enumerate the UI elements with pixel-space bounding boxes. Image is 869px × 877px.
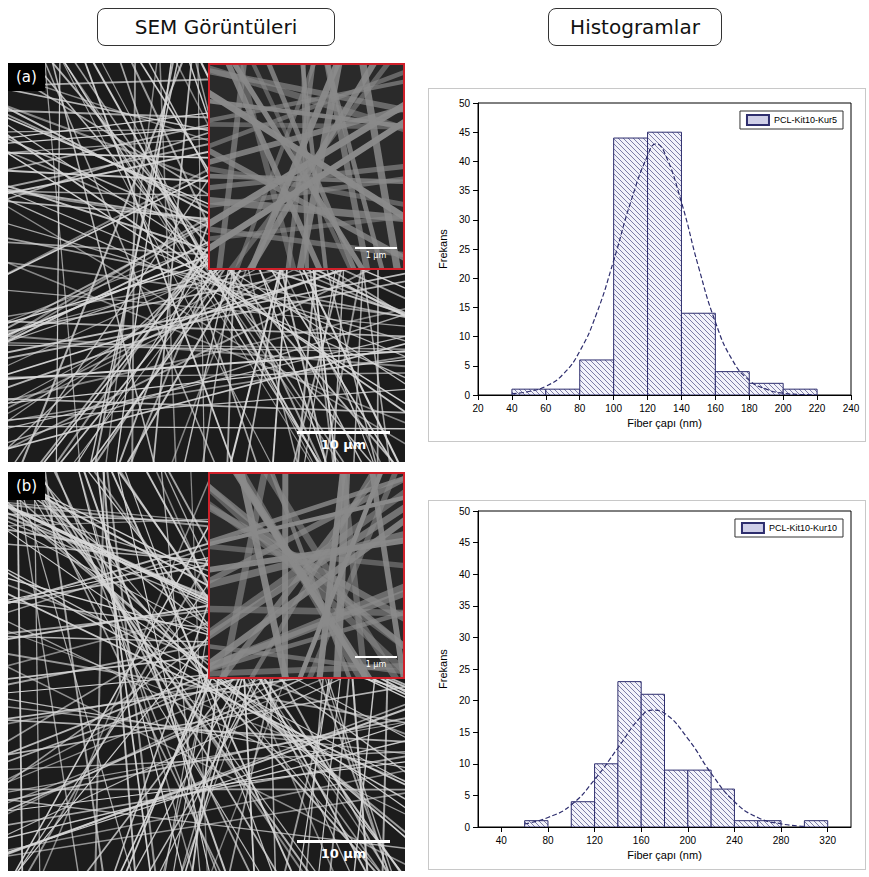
html-text:Histogramlar: Histogramlar — [570, 15, 700, 39]
svg-text:240: 240 — [843, 403, 860, 414]
svg-text:0: 0 — [464, 822, 470, 833]
html-text:(b): (b) — [16, 477, 38, 495]
svg-text:50: 50 — [459, 98, 471, 109]
svg-text:20: 20 — [459, 273, 471, 284]
svg-text:160: 160 — [707, 403, 724, 414]
svg-text:200: 200 — [775, 403, 792, 414]
svg-text:120: 120 — [639, 403, 656, 414]
svg-text:45: 45 — [459, 127, 471, 138]
svg-text:PCL-Kit10-Kur5: PCL-Kit10-Kur5 — [774, 115, 837, 125]
html-text:(a): (a) — [16, 68, 37, 86]
svg-text:20: 20 — [459, 695, 471, 706]
html-text:1 µm: 1 µm — [365, 660, 387, 669]
svg-text:40: 40 — [496, 835, 508, 846]
html-text:10 µm: 10 µm — [320, 437, 367, 452]
svg-text:Fiber çapı (nm): Fiber çapı (nm) — [627, 417, 702, 429]
svg-text:15: 15 — [459, 727, 471, 738]
svg-text:60: 60 — [540, 403, 552, 414]
svg-text:45: 45 — [459, 537, 471, 548]
svg-text:40: 40 — [459, 569, 471, 580]
svg-text:120: 120 — [586, 835, 603, 846]
svg-text:40: 40 — [506, 403, 518, 414]
svg-text:35: 35 — [459, 185, 471, 196]
svg-text:30: 30 — [459, 214, 471, 225]
svg-text:140: 140 — [673, 403, 690, 414]
svg-text:100: 100 — [605, 403, 622, 414]
svg-text:320: 320 — [819, 835, 836, 846]
svg-text:180: 180 — [741, 403, 758, 414]
svg-text:40: 40 — [459, 156, 471, 167]
svg-text:200: 200 — [679, 835, 696, 846]
svg-text:5: 5 — [464, 790, 470, 801]
html-text:SEM Görüntüleri: SEM Görüntüleri — [134, 15, 298, 39]
svg-text:160: 160 — [633, 835, 650, 846]
svg-text:10: 10 — [459, 331, 471, 342]
svg-text:80: 80 — [574, 403, 586, 414]
svg-text:80: 80 — [542, 835, 554, 846]
svg-text:50: 50 — [459, 506, 471, 517]
svg-text:220: 220 — [809, 403, 826, 414]
svg-text:25: 25 — [459, 664, 471, 675]
svg-text:5: 5 — [464, 360, 470, 371]
svg-text:30: 30 — [459, 632, 471, 643]
svg-text:20: 20 — [472, 403, 484, 414]
svg-text:15: 15 — [459, 302, 471, 313]
svg-text:Frekans: Frekans — [437, 229, 449, 269]
svg-text:Frekans: Frekans — [437, 649, 449, 689]
html-text:1 µm: 1 µm — [365, 251, 387, 260]
svg-text:PCL-Kit10-Kur10: PCL-Kit10-Kur10 — [769, 523, 837, 533]
svg-text:0: 0 — [464, 390, 470, 401]
svg-text:10: 10 — [459, 758, 471, 769]
svg-text:35: 35 — [459, 600, 471, 611]
html-text:10 µm: 10 µm — [320, 846, 367, 861]
svg-text:25: 25 — [459, 244, 471, 255]
svg-text:Fiber çapı (nm): Fiber çapı (nm) — [627, 849, 702, 861]
svg-text:280: 280 — [773, 835, 790, 846]
svg-text:240: 240 — [726, 835, 743, 846]
